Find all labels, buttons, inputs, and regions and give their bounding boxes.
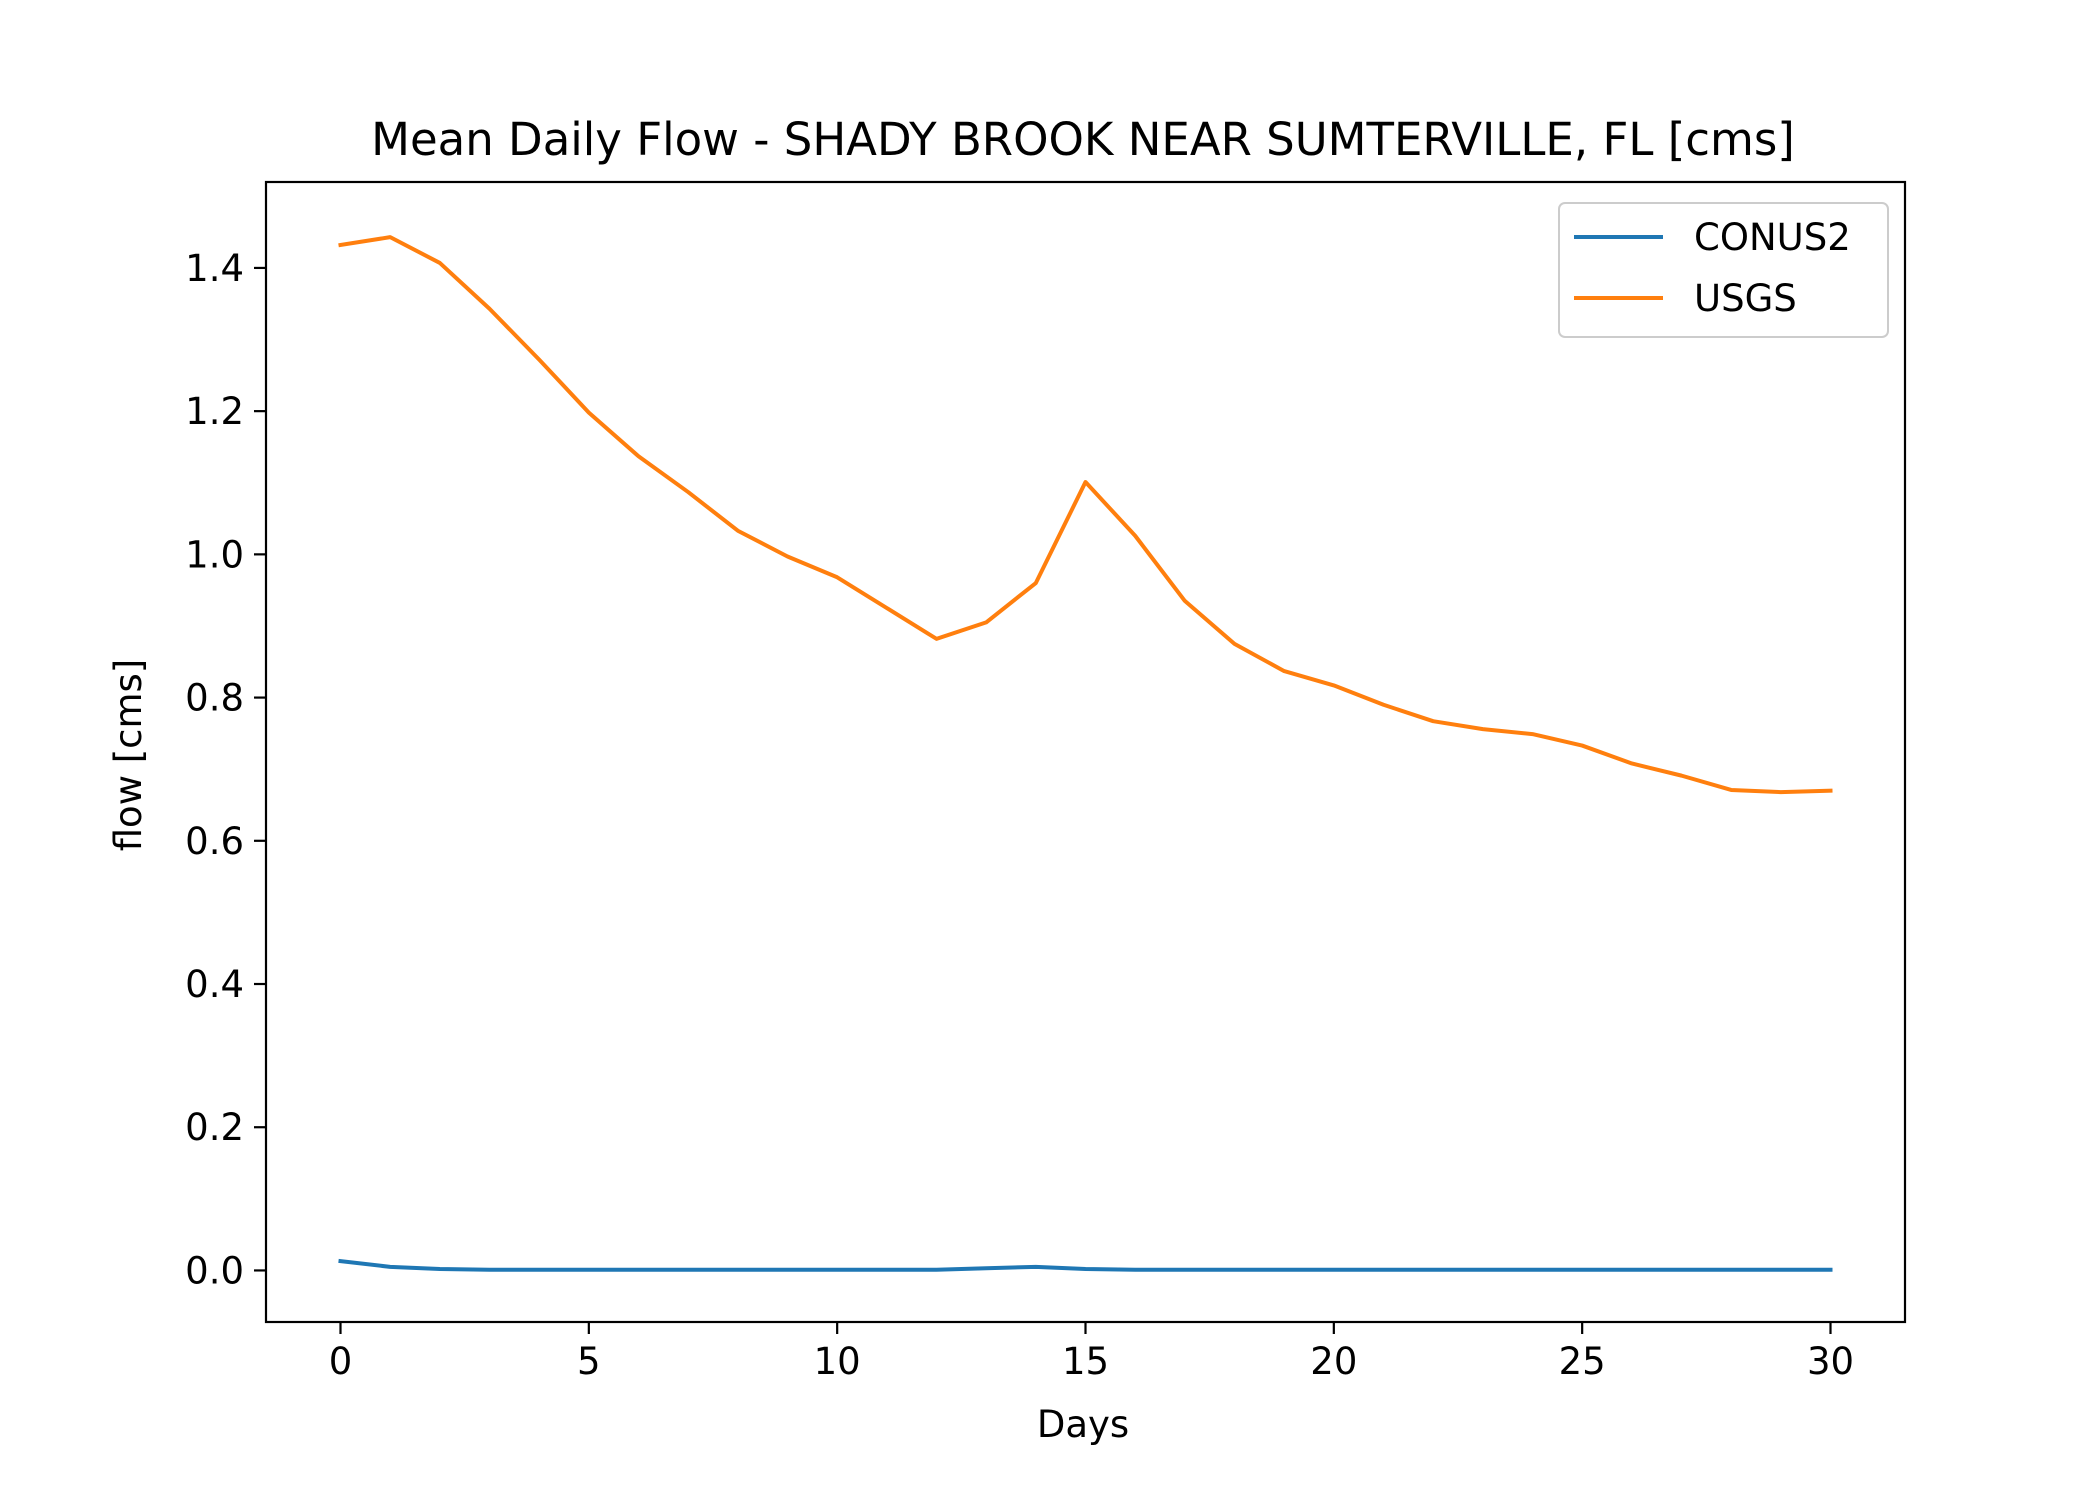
series-line-conus2 (338, 1258, 1833, 1272)
x-tick-label: 25 (1559, 1340, 1606, 1383)
y-tick-label: 0.0 (185, 1249, 244, 1292)
y-tick-label: 0.4 (185, 963, 244, 1006)
series-line-usgs (338, 235, 1833, 795)
y-tick-label: 0.6 (185, 820, 244, 863)
series-layer (338, 235, 1833, 1272)
plot-area (264, 180, 1907, 1324)
x-tick-label: 20 (1310, 1340, 1357, 1383)
y-axis: 0.0 0.2 0.4 0.6 0.8 1.0 1.2 1.4 (185, 247, 266, 1292)
x-tick-label: 30 (1807, 1340, 1854, 1383)
x-axis: 0 5 10 15 20 25 30 (329, 1322, 1854, 1383)
x-tick-label: 5 (577, 1340, 601, 1383)
y-axis-label: flow [cms] (107, 659, 150, 852)
plot-frame (264, 180, 1907, 1324)
legend-entry: CONUS2 (1694, 216, 1851, 259)
y-tick-label: 1.2 (185, 390, 244, 433)
y-tick-label: 1.4 (185, 247, 244, 290)
legend: CONUS2 USGS (1558, 202, 1889, 338)
chart-title: Mean Daily Flow - SHADY BROOK NEAR SUMTE… (371, 113, 1795, 166)
legend-entry: USGS (1694, 277, 1797, 320)
x-tick-label: 15 (1062, 1340, 1109, 1383)
x-tick-label: 10 (814, 1340, 861, 1383)
y-tick-label: 0.2 (185, 1106, 244, 1149)
y-tick-label: 0.8 (185, 677, 244, 720)
x-tick-label: 0 (329, 1340, 353, 1383)
x-axis-label: Days (1037, 1403, 1129, 1446)
y-tick-label: 1.0 (185, 533, 244, 576)
